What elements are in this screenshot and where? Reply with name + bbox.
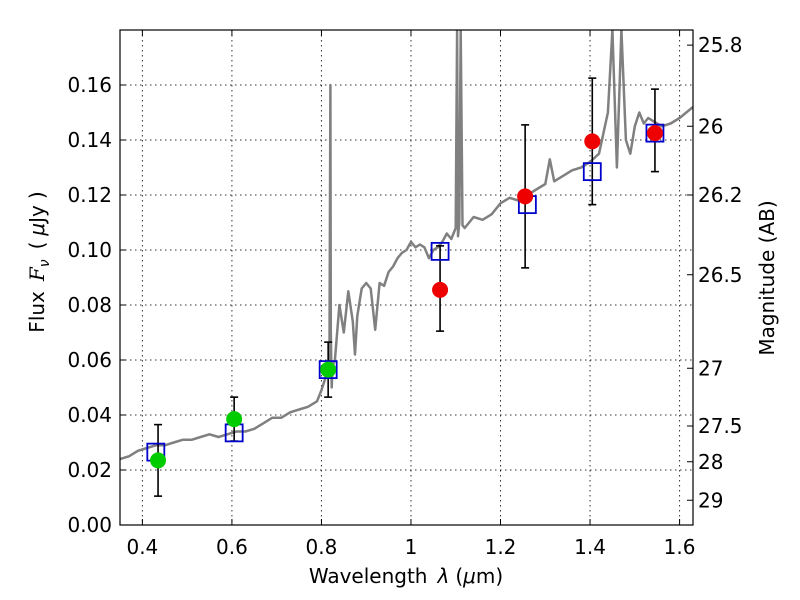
axes-frame	[119, 29, 694, 526]
y-tick-label: 0.12	[67, 183, 112, 207]
marker-layer	[146, 77, 665, 497]
y-tick-label: 0.06	[67, 348, 112, 372]
x-axis-title: Wavelength λ (μm)	[309, 564, 503, 588]
observed-point	[320, 361, 337, 378]
plot-area	[120, 30, 693, 461]
y-tick-label: 0.02	[67, 458, 112, 482]
x-tick-label: 0.4	[126, 535, 158, 559]
y-tick-label: 0.08	[67, 293, 112, 317]
y-tick-label: 0.04	[67, 403, 112, 427]
model-point-square	[430, 241, 450, 261]
observed-point	[226, 411, 243, 428]
model-point-square	[645, 123, 665, 143]
y2-tick-label: 25.8	[698, 33, 743, 57]
y-tick-label: 0.10	[67, 238, 112, 262]
spectrum-line	[120, 30, 693, 461]
y-axis-title: FluxFν(μJy)	[25, 191, 53, 332]
y2-tick-label: 29	[698, 488, 723, 512]
observed-point	[517, 188, 534, 205]
ticks: 0.4 0.6 0.8 1 1.2 1.4 1.6 0.00 0.02 0.04 0.06 0.08 0…	[67, 30, 743, 559]
observed-point	[150, 452, 167, 469]
x-tick-label: 1	[405, 535, 418, 559]
y-tick-label: 0.00	[67, 513, 112, 537]
model-point-square	[318, 360, 338, 380]
x-tick-label: 1.6	[664, 535, 696, 559]
x-tick-label: 0.6	[216, 535, 248, 559]
y2-tick-label: 26.2	[698, 183, 743, 207]
observed-point	[584, 133, 601, 150]
y2-tick-label: 27	[698, 356, 723, 380]
y2-tick-label: 26.5	[698, 263, 743, 287]
x-tick-label: 1.4	[574, 535, 606, 559]
observed-point	[646, 125, 663, 142]
x-tick-label: 1.2	[485, 535, 517, 559]
x-tick-label: 0.8	[306, 535, 338, 559]
y2-tick-label: 27.5	[698, 414, 743, 438]
y-tick-label: 0.14	[67, 128, 112, 152]
y2-tick-label: 28	[698, 450, 723, 474]
y2-tick-label: 26	[698, 114, 723, 138]
observed-point	[432, 281, 449, 298]
y2-axis-title: Magnitude (AB)	[755, 200, 779, 355]
model-point-square	[582, 162, 602, 182]
y-tick-label: 0.16	[67, 73, 112, 97]
